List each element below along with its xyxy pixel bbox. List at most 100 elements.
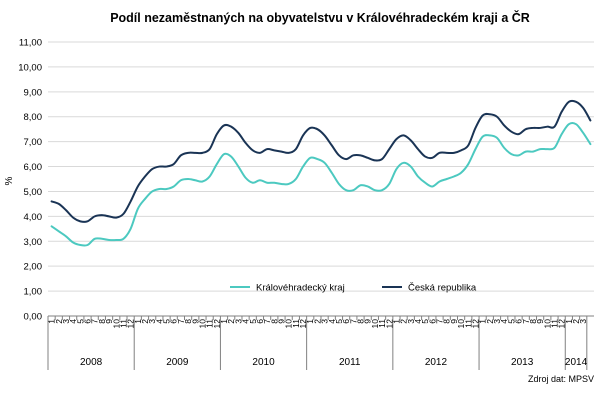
- x-tick-label: 10: [542, 319, 552, 329]
- grid: [48, 41, 594, 292]
- source-note: Zdroj dat: MPSV: [528, 374, 594, 384]
- x-tick-label: 12: [298, 319, 308, 329]
- axes: 0,00 1,00 2,00 3,00 4,00 5,00 6,00 7,00 8,00 9,00…: [18, 38, 594, 370]
- x-tick-label: 6: [427, 319, 437, 324]
- year-label: 2012: [425, 357, 448, 368]
- x-tick-label: 9: [363, 319, 373, 324]
- year-label: 2014: [565, 357, 588, 368]
- x-tick-label: 5: [248, 319, 258, 324]
- x-tick-label: 3: [233, 319, 243, 324]
- x-tick-label: 2: [485, 319, 495, 324]
- x-tick-label: 10: [111, 319, 121, 329]
- x-tick-label: 3: [492, 319, 502, 324]
- x-tick-label: 1: [133, 319, 143, 324]
- x-tick-label: 9: [190, 319, 200, 324]
- x-tick-label: 11: [205, 319, 215, 328]
- series-lines: [50, 99, 592, 247]
- x-tick-label: 6: [341, 319, 351, 324]
- x-tick-label: 4: [68, 319, 78, 324]
- y-tick-label: 10,00: [18, 62, 42, 73]
- x-tick-label: 9: [104, 319, 114, 324]
- x-tick-label: 10: [197, 319, 207, 329]
- x-tick-label: 5: [75, 319, 85, 324]
- x-tick-label: 3: [406, 319, 416, 324]
- x-tick-label: 3: [578, 319, 588, 324]
- x-tick-label: 6: [514, 319, 524, 324]
- series-line-kralovehradecky-kraj: [50, 122, 592, 247]
- x-tick-label: 1: [564, 319, 574, 324]
- x-tick-label: 2: [54, 319, 64, 324]
- x-tick-label: 4: [241, 319, 251, 324]
- legend: Královéhradecký kraj Česká republika: [230, 283, 477, 294]
- x-tick-label: 1: [47, 319, 57, 324]
- x-tick-label: 11: [549, 319, 559, 328]
- x-tick-label: 10: [370, 319, 380, 329]
- x-tick-label: 9: [449, 319, 459, 324]
- x-tick-label: 12: [470, 319, 480, 329]
- x-tick-label: 3: [147, 319, 157, 324]
- year-label: 2010: [252, 357, 275, 368]
- y-tick-label: 8,00: [24, 112, 43, 123]
- x-tick-label: 4: [154, 319, 164, 324]
- x-tick-label: 6: [83, 319, 93, 324]
- y-tick-label: 5,00: [24, 187, 43, 198]
- x-tick-label: 2: [140, 319, 150, 324]
- x-tick-label: 9: [535, 319, 545, 324]
- x-tick-label: 5: [334, 319, 344, 324]
- x-tick-label: 11: [291, 319, 301, 328]
- chart-title: Podíl nezaměstnaných na obyvatelstvu v K…: [110, 10, 530, 25]
- x-tick-label: 12: [384, 319, 394, 329]
- x-tick-label: 8: [269, 319, 279, 324]
- x-tick-label: 4: [499, 319, 509, 324]
- year-label: 2008: [80, 357, 103, 368]
- x-tick-label: 12: [212, 319, 222, 329]
- x-tick-label: 1: [391, 319, 401, 324]
- legend-label: Česká republika: [408, 283, 477, 294]
- x-tick-label: 8: [97, 319, 107, 324]
- x-tick-label: 2: [399, 319, 409, 324]
- x-tick-label: 12: [126, 319, 136, 329]
- x-tick-label: 10: [456, 319, 466, 329]
- x-tick-label: 3: [320, 319, 330, 324]
- x-tick-label: 2: [226, 319, 236, 324]
- y-tick-label: 9,00: [24, 87, 43, 98]
- x-tick-label: 7: [348, 319, 358, 324]
- y-tick-label: 3,00: [24, 237, 43, 248]
- x-tick-label: 7: [176, 319, 186, 324]
- y-tick-label: 7,00: [24, 137, 43, 148]
- x-tick-label: 5: [506, 319, 516, 324]
- x-tick-label: 8: [356, 319, 366, 324]
- x-tick-label: 8: [442, 319, 452, 324]
- year-label: 2011: [339, 357, 361, 368]
- x-tick-label: 10: [284, 319, 294, 329]
- x-tick-label: 5: [162, 319, 172, 324]
- y-tick-label: 2,00: [24, 262, 43, 273]
- x-tick-label: 7: [262, 319, 272, 324]
- x-tick-label: 6: [255, 319, 265, 324]
- x-tick-label: 2: [312, 319, 322, 324]
- series-line-ceska-republika: [50, 99, 592, 223]
- x-tick-label: 7: [435, 319, 445, 324]
- x-tick-label: 4: [413, 319, 423, 324]
- x-tick-label: 6: [169, 319, 179, 324]
- y-tick-label: 4,00: [24, 212, 43, 223]
- y-tick-label: 1,00: [24, 287, 43, 298]
- x-tick-label: 11: [118, 319, 128, 328]
- x-tick-label: 11: [463, 319, 473, 328]
- x-tick-label: 7: [521, 319, 531, 324]
- x-tick-label: 1: [219, 319, 229, 324]
- legend-label: Královéhradecký kraj: [256, 283, 345, 294]
- y-tick-label: 0,00: [24, 312, 43, 323]
- y-tick-label: 11,00: [19, 38, 42, 49]
- x-tick-label: 8: [183, 319, 193, 324]
- x-tick-label: 5: [420, 319, 430, 324]
- year-label: 2009: [166, 357, 189, 368]
- x-tick-label: 1: [478, 319, 488, 324]
- x-tick-label: 2: [571, 319, 581, 324]
- x-tick-label: 7: [90, 319, 100, 324]
- x-tick-label: 4: [327, 319, 337, 324]
- x-tick-label: 9: [276, 319, 286, 324]
- x-tick-label: 11: [377, 319, 387, 328]
